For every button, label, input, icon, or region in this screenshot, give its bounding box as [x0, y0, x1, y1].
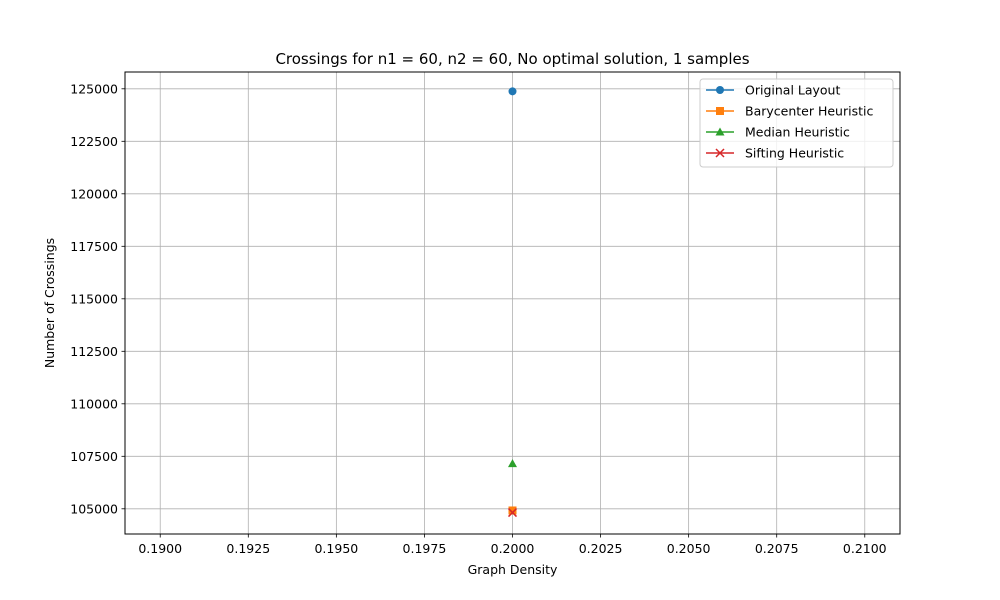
legend-marker — [716, 86, 724, 94]
legend-entry: Median Heuristic — [706, 125, 850, 140]
y-tick-label: 105000 — [70, 501, 118, 516]
x-tick-label: 0.1950 — [314, 541, 358, 556]
series-original-layout — [508, 87, 517, 96]
x-tick-label: 0.2025 — [579, 541, 623, 556]
x-tick-label: 0.2000 — [491, 541, 535, 556]
y-tick-label: 110000 — [70, 396, 118, 411]
y-tick-label: 122500 — [70, 134, 118, 149]
y-tick-label: 107500 — [70, 449, 118, 464]
x-axis-label: Graph Density — [468, 562, 558, 577]
data-point — [508, 459, 517, 468]
y-tick-label: 115000 — [70, 291, 118, 306]
legend-entry: Sifting Heuristic — [706, 146, 844, 161]
legend-label: Barycenter Heuristic — [745, 104, 873, 119]
data-point — [508, 506, 517, 515]
legend-entry: Original Layout — [706, 83, 840, 98]
series-median-heuristic — [508, 459, 517, 468]
legend-marker — [715, 127, 725, 136]
data-point — [508, 87, 517, 96]
legend-label: Original Layout — [745, 83, 840, 98]
legend-box — [699, 78, 894, 168]
legend-marker — [716, 107, 724, 115]
x-tick-label: 0.2100 — [843, 541, 887, 556]
series-barycenter-heuristic — [508, 506, 517, 515]
axis-ticks: 0.1900 0.1925 0.1950 0.1975 0.2000 0.2025 0.20… — [70, 81, 886, 556]
x-tick-label: 0.1900 — [138, 541, 182, 556]
x-tick-label: 0.2075 — [755, 541, 799, 556]
legend-label: Median Heuristic — [745, 125, 850, 140]
series-sifting-heuristic — [507, 508, 518, 518]
legend-marker — [715, 148, 725, 158]
series-markers — [507, 87, 518, 518]
y-axis-label: Number of Crossings — [42, 238, 57, 368]
x-tick-label: 0.1925 — [226, 541, 270, 556]
data-point — [507, 508, 518, 518]
y-tick-label: 125000 — [70, 81, 118, 96]
chart-title: Crossings for n1 = 60, n2 = 60, No optim… — [275, 50, 749, 68]
x-tick-label: 0.1975 — [403, 541, 447, 556]
y-tick-label: 120000 — [70, 186, 118, 201]
legend-entry: Barycenter Heuristic — [706, 104, 873, 119]
y-tick-label: 117500 — [70, 239, 118, 254]
y-tick-label: 112500 — [70, 344, 118, 359]
x-tick-label: 0.2050 — [667, 541, 711, 556]
legend-label: Sifting Heuristic — [745, 146, 844, 161]
legend: Original Layout Barycenter Heuristic Media… — [699, 78, 894, 168]
